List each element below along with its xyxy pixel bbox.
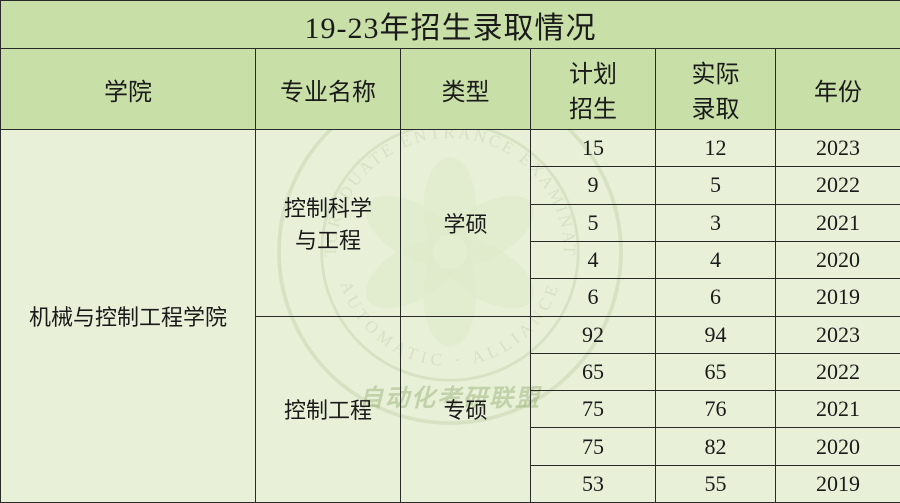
major-cell: 控制科学 与工程 [256, 130, 401, 316]
admissions-table: 19-23年招生录取情况 学院 专业名称 类型 计划 招生 实际 录取 年份 机… [0, 0, 900, 503]
header-row: 学院 专业名称 类型 计划 招生 实际 录取 年份 [1, 49, 900, 130]
header-college: 学院 [1, 49, 256, 130]
year-cell: 2020 [776, 428, 900, 465]
title-row: 19-23年招生录取情况 [1, 1, 900, 49]
actual-cell: 94 [656, 316, 776, 353]
actual-cell: 3 [656, 204, 776, 241]
year-cell: 2023 [776, 316, 900, 353]
year-cell: 2022 [776, 167, 900, 204]
major-cell: 控制工程 [256, 316, 401, 503]
table-title: 19-23年招生录取情况 [1, 1, 900, 49]
header-type: 类型 [401, 49, 531, 130]
type-cell: 专硕 [401, 316, 531, 503]
year-cell: 2023 [776, 130, 900, 167]
college-cell: 机械与控制工程学院 [1, 130, 256, 503]
plan-cell: 92 [531, 316, 656, 353]
plan-cell: 9 [531, 167, 656, 204]
plan-cell: 75 [531, 428, 656, 465]
plan-cell: 65 [531, 353, 656, 390]
actual-cell: 4 [656, 241, 776, 278]
header-plan: 计划 招生 [531, 49, 656, 130]
actual-cell: 12 [656, 130, 776, 167]
plan-cell: 5 [531, 204, 656, 241]
header-major: 专业名称 [256, 49, 401, 130]
header-actual: 实际 录取 [656, 49, 776, 130]
year-cell: 2019 [776, 279, 900, 316]
actual-cell: 65 [656, 353, 776, 390]
header-year: 年份 [776, 49, 900, 130]
actual-cell: 76 [656, 391, 776, 428]
year-cell: 2020 [776, 241, 900, 278]
actual-cell: 5 [656, 167, 776, 204]
plan-cell: 4 [531, 241, 656, 278]
plan-cell: 15 [531, 130, 656, 167]
year-cell: 2021 [776, 204, 900, 241]
year-cell: 2019 [776, 465, 900, 502]
plan-cell: 53 [531, 465, 656, 502]
year-cell: 2021 [776, 391, 900, 428]
type-cell: 学硕 [401, 130, 531, 316]
plan-cell: 75 [531, 391, 656, 428]
table-row: 机械与控制工程学院 控制科学 与工程 学硕 15 12 2023 [1, 130, 900, 167]
year-cell: 2022 [776, 353, 900, 390]
actual-cell: 6 [656, 279, 776, 316]
plan-cell: 6 [531, 279, 656, 316]
actual-cell: 82 [656, 428, 776, 465]
actual-cell: 55 [656, 465, 776, 502]
